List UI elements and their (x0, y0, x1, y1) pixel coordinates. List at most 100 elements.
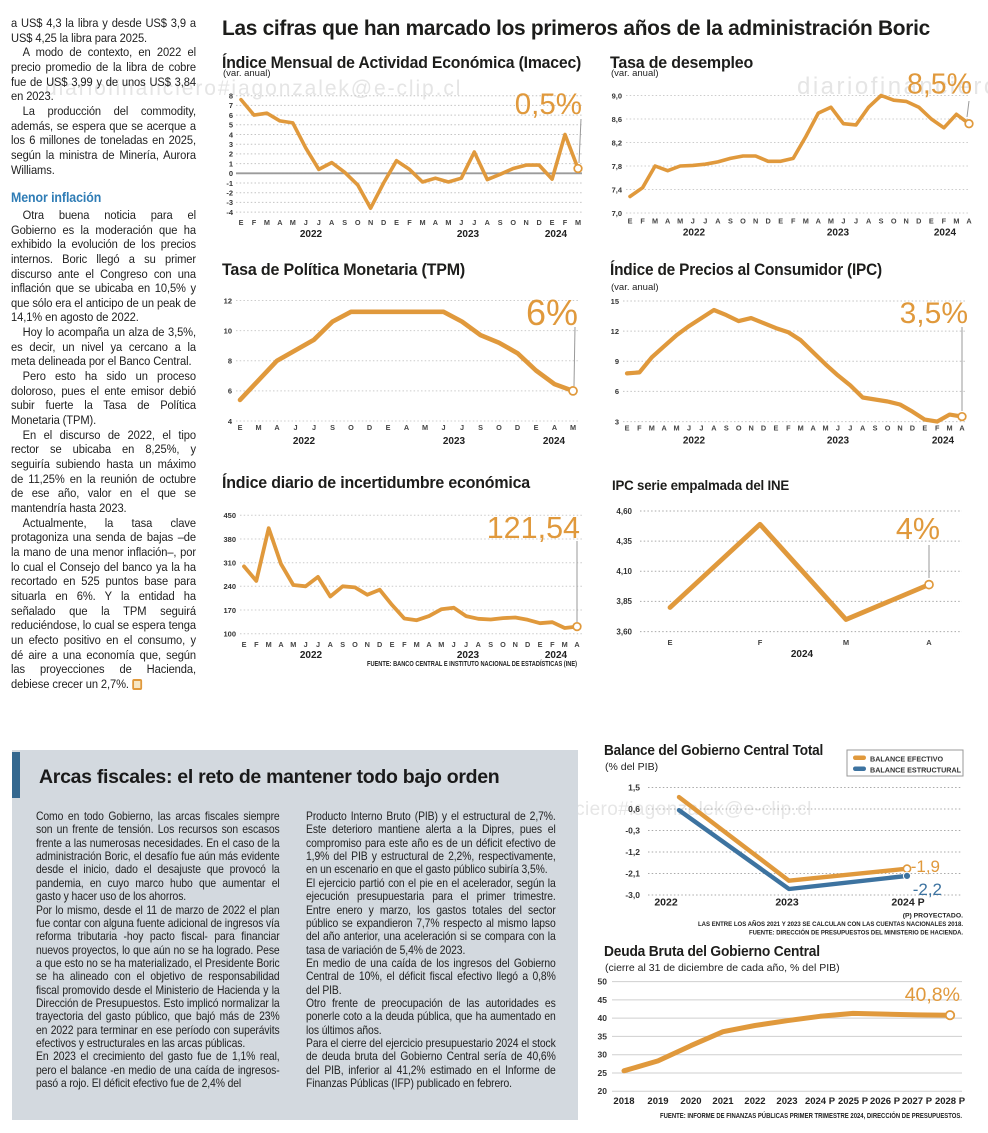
svg-text:M: M (828, 217, 834, 226)
svg-text:N: N (368, 218, 373, 227)
svg-text:A: A (485, 218, 491, 227)
svg-text:J: J (687, 424, 691, 433)
svg-text:E: E (667, 638, 672, 647)
svg-text:J: J (472, 218, 476, 227)
svg-text:A: A (711, 424, 717, 433)
svg-text:FUENTE: BANCO CENTRAL E INSTIT: FUENTE: BANCO CENTRAL E INSTITUTO NACION… (367, 659, 577, 668)
svg-text:M: M (264, 218, 270, 227)
svg-text:M: M (562, 640, 568, 649)
svg-text:2022: 2022 (683, 228, 706, 239)
svg-text:J: J (304, 640, 308, 649)
svg-text:J: J (841, 217, 845, 226)
svg-text:50: 50 (598, 977, 608, 987)
svg-text:E: E (538, 640, 543, 649)
svg-text:45: 45 (598, 995, 608, 1005)
svg-text:8,6: 8,6 (612, 115, 622, 124)
svg-text:F: F (935, 424, 940, 433)
svg-text:E: E (625, 424, 630, 433)
svg-text:2023: 2023 (827, 228, 850, 239)
svg-text:2022: 2022 (293, 436, 316, 447)
svg-text:M: M (649, 424, 655, 433)
svg-text:A: A (278, 640, 284, 649)
svg-text:4,10: 4,10 (616, 567, 632, 576)
svg-text:E: E (238, 423, 243, 432)
svg-text:D: D (916, 217, 921, 226)
svg-text:E: E (242, 640, 247, 649)
svg-text:M: M (266, 640, 272, 649)
svg-text:2028 P: 2028 P (935, 1096, 966, 1107)
svg-text:J: J (441, 423, 445, 432)
svg-text:F: F (252, 218, 257, 227)
svg-text:N: N (513, 640, 518, 649)
svg-text:2023: 2023 (776, 1096, 797, 1107)
svg-text:N: N (897, 424, 902, 433)
svg-text:S: S (342, 218, 347, 227)
svg-text:D: D (381, 218, 386, 227)
svg-text:8: 8 (228, 357, 232, 366)
svg-text:A: A (329, 218, 335, 227)
svg-text:6: 6 (229, 111, 233, 120)
svg-text:12: 12 (611, 327, 619, 336)
svg-text:25: 25 (598, 1068, 608, 1078)
svg-text:E: E (929, 217, 934, 226)
svg-text:S: S (478, 423, 483, 432)
svg-text:2025 P: 2025 P (838, 1096, 869, 1107)
svg-text:S: S (498, 218, 503, 227)
svg-text:J: J (460, 423, 464, 432)
svg-text:F: F (637, 424, 642, 433)
svg-text:3: 3 (615, 417, 619, 426)
svg-text:S: S (340, 640, 345, 649)
svg-text:12: 12 (224, 296, 232, 305)
svg-text:O: O (885, 424, 891, 433)
svg-text:8: 8 (229, 92, 233, 101)
svg-text:450: 450 (223, 511, 236, 520)
svg-text:2024: 2024 (932, 436, 955, 447)
svg-text:E: E (628, 217, 633, 226)
svg-text:J: J (703, 217, 707, 226)
svg-text:A: A (665, 217, 671, 226)
svg-text:M: M (290, 218, 296, 227)
svg-text:2: 2 (229, 150, 233, 159)
svg-text:4%: 4% (896, 512, 940, 546)
svg-text:3,85: 3,85 (616, 597, 632, 606)
svg-text:D: D (377, 640, 382, 649)
svg-text:A: A (810, 424, 816, 433)
svg-text:BALANCE EFECTIVO: BALANCE EFECTIVO (870, 755, 943, 764)
svg-text:O: O (891, 217, 897, 226)
svg-text:O: O (496, 423, 502, 432)
svg-text:O: O (500, 640, 506, 649)
svg-text:M: M (570, 423, 576, 432)
svg-text:A: A (662, 424, 668, 433)
svg-text:D: D (536, 218, 541, 227)
svg-text:2019: 2019 (647, 1096, 668, 1107)
svg-text:D: D (765, 217, 770, 226)
svg-text:M: M (822, 424, 828, 433)
svg-text:-1: -1 (226, 179, 233, 188)
svg-text:2022: 2022 (683, 436, 706, 447)
svg-text:A: A (433, 218, 439, 227)
svg-text:2024: 2024 (545, 229, 568, 240)
svg-text:310: 310 (223, 559, 236, 568)
svg-text:FUENTE: DIRECCIÓN DE PRESUPUES: FUENTE: DIRECCIÓN DE PRESUPUESTOS DEL MI… (749, 928, 963, 937)
svg-text:A: A (404, 423, 410, 432)
svg-text:1,5: 1,5 (628, 783, 640, 793)
svg-text:F: F (791, 217, 796, 226)
svg-text:A: A (866, 217, 872, 226)
svg-text:0,5%: 0,5% (515, 88, 582, 121)
svg-text:E: E (386, 423, 391, 432)
svg-text:7,8: 7,8 (612, 162, 622, 171)
svg-text:-0,3: -0,3 (625, 826, 640, 836)
svg-text:J: J (699, 424, 703, 433)
svg-text:A: A (552, 423, 558, 432)
svg-text:380: 380 (223, 535, 236, 544)
svg-text:A: A (860, 424, 866, 433)
svg-text:O: O (510, 218, 516, 227)
svg-text:2023: 2023 (827, 436, 850, 447)
svg-text:7: 7 (229, 101, 233, 110)
svg-text:3: 3 (229, 140, 233, 149)
svg-text:20: 20 (598, 1086, 608, 1096)
svg-text:F: F (786, 424, 791, 433)
svg-text:J: J (464, 640, 468, 649)
svg-text:M: M (843, 638, 849, 647)
svg-text:M: M (947, 424, 953, 433)
